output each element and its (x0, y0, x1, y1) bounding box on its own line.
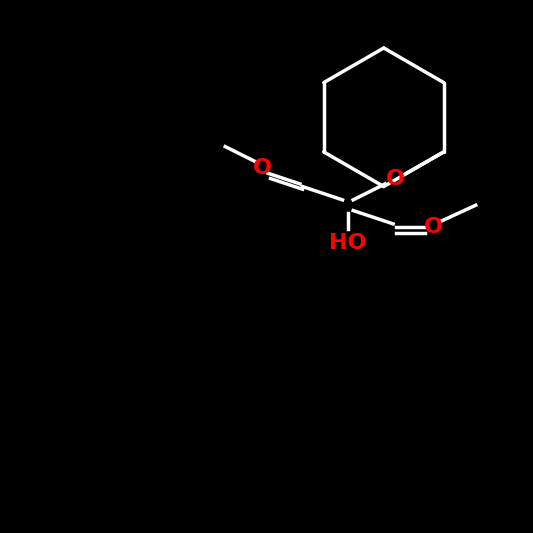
Text: O: O (253, 158, 272, 178)
Text: HO: HO (329, 232, 367, 253)
Text: O: O (386, 168, 405, 189)
Text: O: O (424, 216, 442, 237)
